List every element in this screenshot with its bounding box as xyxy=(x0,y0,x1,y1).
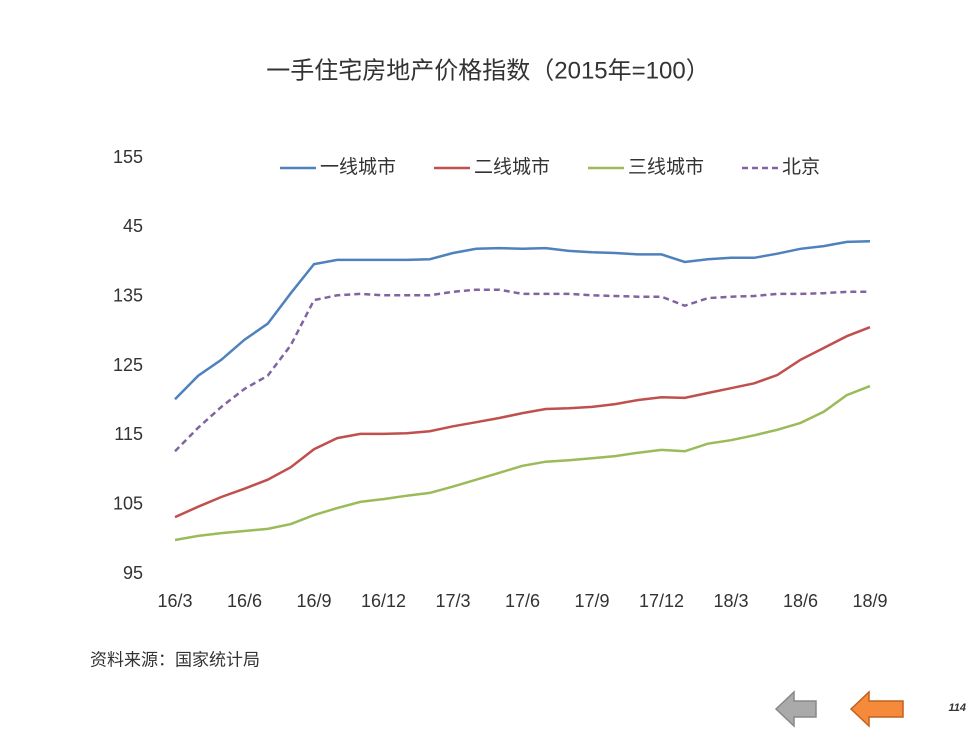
prev-arrow[interactable] xyxy=(774,690,817,728)
y-tick-label: 95 xyxy=(123,563,143,583)
x-tick-label: 16/3 xyxy=(157,591,192,611)
legend-label: 二线城市 xyxy=(474,156,550,178)
legend-label: 三线城市 xyxy=(628,156,704,178)
x-tick-label: 16/12 xyxy=(361,591,406,611)
series-line xyxy=(174,239,871,401)
x-tick-label: 18/3 xyxy=(713,591,748,611)
series-line xyxy=(174,326,871,519)
next-button[interactable] xyxy=(849,690,904,728)
x-tick-label: 18/6 xyxy=(783,591,818,611)
y-tick-label: 155 xyxy=(113,147,143,167)
y-tick-label: 105 xyxy=(113,493,143,513)
chart-title: 一手住宅房地产价格指数（2015年=100） xyxy=(266,57,709,84)
legend-label: 北京 xyxy=(782,156,820,178)
x-tick-label: 17/6 xyxy=(505,591,540,611)
x-tick-label: 17/3 xyxy=(435,591,470,611)
y-tick-label: 125 xyxy=(113,355,143,375)
y-tick-label: 115 xyxy=(114,424,143,444)
x-tick-label: 17/9 xyxy=(574,591,609,611)
series-line xyxy=(174,384,871,542)
x-tick-label: 17/12 xyxy=(639,591,684,611)
prev-button[interactable] xyxy=(774,690,817,728)
series-line xyxy=(174,288,870,453)
source-note: 资料来源：国家统计局 xyxy=(90,650,260,669)
next-arrow[interactable] xyxy=(849,690,904,728)
page-number: 114 xyxy=(948,702,966,714)
x-tick-label: 16/9 xyxy=(296,591,331,611)
x-tick-label: 16/6 xyxy=(227,591,262,611)
y-tick-label: 45 xyxy=(123,216,143,236)
x-tick-label: 18/9 xyxy=(852,591,887,611)
legend-label: 一线城市 xyxy=(320,156,396,178)
y-tick-label: 135 xyxy=(113,285,143,305)
